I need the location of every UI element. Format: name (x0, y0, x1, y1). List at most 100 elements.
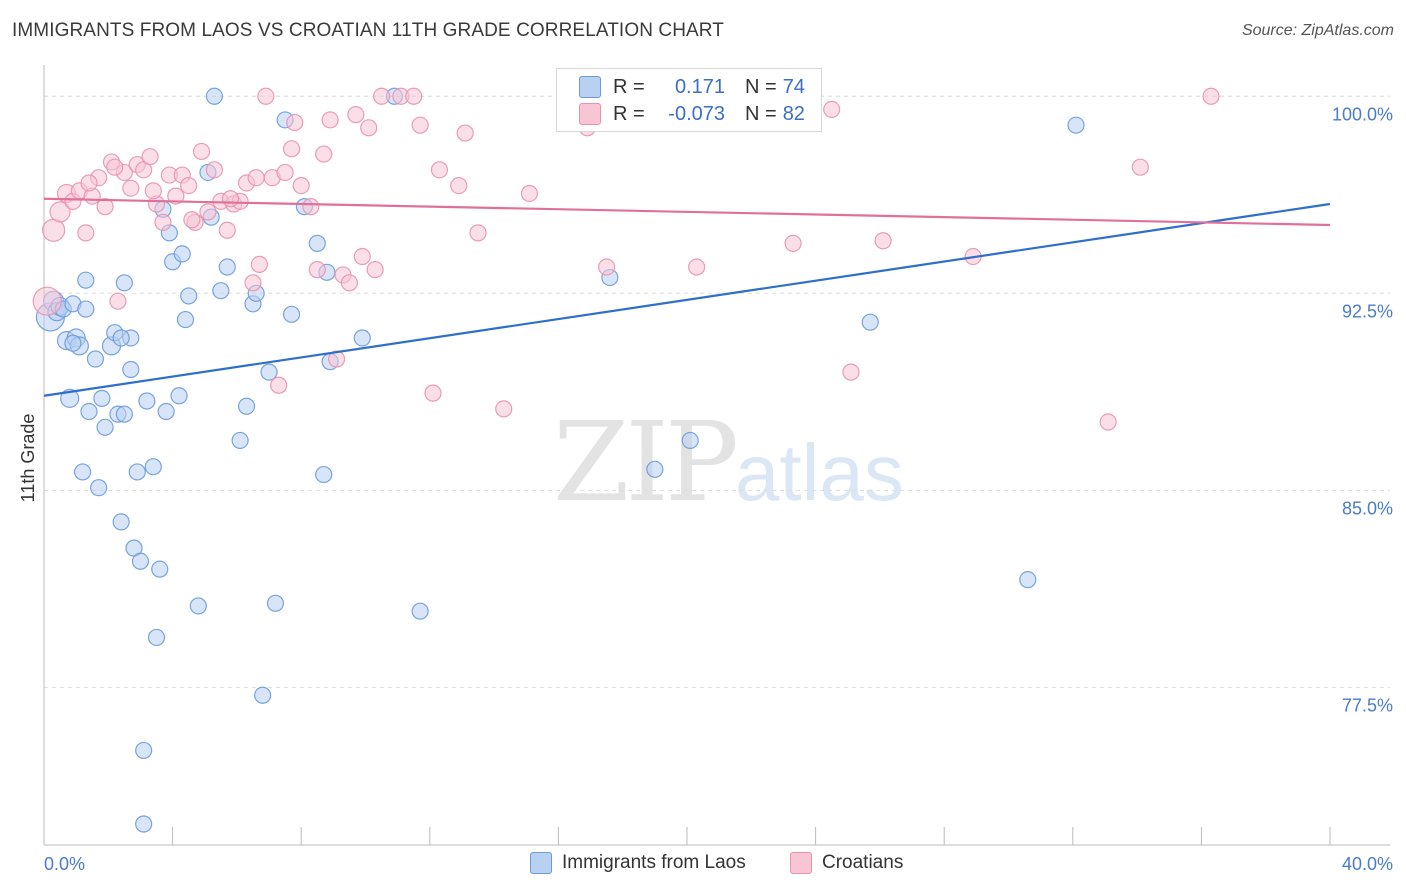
laos-point (128, 463, 146, 481)
laos-point (176, 310, 195, 329)
y-tick-label: 100.0% (1332, 104, 1393, 124)
croatians-point (292, 176, 310, 195)
laos-point (205, 87, 223, 105)
croatians-point (1131, 158, 1149, 176)
laos-point (681, 431, 699, 450)
laos-point (157, 402, 175, 421)
croatians-point (218, 221, 236, 239)
legend-swatch-croatians (579, 103, 601, 125)
watermark: ZIPatlas (553, 398, 904, 526)
laos-point (353, 329, 371, 347)
croatians-point (96, 198, 114, 216)
croatians-point (42, 218, 66, 242)
legend-n-label: N = (745, 75, 777, 98)
croatians-point (327, 350, 346, 368)
laos-point (282, 305, 301, 323)
croatians-point (244, 274, 262, 292)
laos-point (138, 392, 156, 410)
laos-point (115, 405, 133, 423)
laos-point (151, 560, 169, 578)
laos-point (173, 245, 191, 263)
laos-point (218, 258, 236, 276)
croatians-point (1202, 87, 1220, 105)
croatians-point (321, 111, 339, 129)
laos-point (122, 360, 140, 379)
source-label: Source: ZipAtlas.com (1241, 22, 1394, 39)
laos-point (861, 313, 879, 331)
croatians-point (247, 169, 265, 187)
croatians-point (122, 179, 140, 197)
laos-point (254, 686, 272, 704)
legend-row-croatians: R = -0.073 N = 82 (579, 101, 805, 127)
croatians-point (282, 140, 301, 158)
laos-point (86, 350, 105, 368)
laos-point (77, 271, 95, 289)
legend-r-label: R = (613, 75, 645, 98)
legend-row-laos: R = 0.171 N = 74 (579, 74, 805, 100)
watermark-zip: ZIP (553, 398, 739, 526)
laos-point (131, 552, 150, 570)
croatians-point (874, 232, 892, 250)
bottom-legend-laos: Immigrants from Laos (530, 852, 746, 874)
laos-point (93, 389, 111, 407)
laos-point (112, 513, 130, 531)
croatians-point (424, 384, 442, 402)
laos-point (77, 300, 95, 318)
laos-point (64, 334, 82, 352)
croatians-point (192, 142, 211, 161)
croatians-point (286, 113, 304, 132)
croatians-point (456, 124, 474, 142)
croatians-point (823, 100, 841, 119)
croatians-point (141, 148, 159, 166)
croatians-point (49, 201, 71, 223)
croatians-point (32, 286, 62, 316)
series-laos-points (35, 87, 1085, 833)
croatians-point (688, 258, 706, 276)
croatians-point (276, 163, 294, 182)
croatians-point (80, 174, 98, 192)
legend-r-value: -0.073 (668, 102, 725, 125)
legend-r-value: 0.171 (674, 75, 725, 98)
croatians-point (302, 198, 320, 216)
croatians-point (205, 161, 223, 179)
croatians-point (353, 247, 371, 266)
y-tick-label: 92.5% (1342, 301, 1393, 321)
croatians-point (250, 255, 269, 274)
croatians-trend-line (43, 197, 1331, 227)
laos-point (96, 418, 114, 436)
croatians-point (469, 224, 487, 242)
laos-point (73, 463, 92, 481)
croatians-point (154, 213, 172, 231)
croatians-point (308, 261, 326, 279)
stats-legend: R = 0.171 N = 74 R = -0.073 N = 82 (556, 68, 822, 132)
croatians-point (450, 176, 468, 195)
croatians-point (167, 187, 185, 205)
croatians-point (360, 119, 378, 137)
croatians-point (347, 106, 365, 124)
label-layer: 77.5% 85.0% 92.5% 100.0% 0.0% 40.0% 11th Grade (18, 104, 1393, 874)
laos-point (646, 460, 664, 478)
legend-n-value: 82 (782, 102, 805, 125)
watermark-atlas: atlas (734, 428, 904, 517)
y-tick-label: 77.5% (1342, 695, 1393, 715)
chart-title: IMMIGRANTS FROM LAOS VS CROATIAN 11TH GR… (12, 20, 724, 41)
croatians-point (784, 234, 802, 252)
croatians-point (366, 261, 384, 279)
croatians-point (315, 145, 333, 163)
legend-n-label: N = (745, 102, 777, 125)
croatians-point (257, 87, 275, 105)
laos-point (237, 397, 256, 415)
laos-point (231, 431, 249, 450)
series-croatians-points (32, 87, 1220, 431)
legend-swatch-laos (579, 76, 601, 98)
y-tick-label: 85.0% (1342, 498, 1393, 518)
trend-layer (43, 197, 1331, 397)
croatians-point (221, 190, 240, 208)
laos-point (112, 329, 130, 347)
croatians-point (372, 87, 391, 105)
croatians-point (842, 363, 860, 381)
croatians-point (109, 292, 127, 310)
croatians-point (1099, 413, 1117, 431)
croatians-point (270, 376, 288, 394)
